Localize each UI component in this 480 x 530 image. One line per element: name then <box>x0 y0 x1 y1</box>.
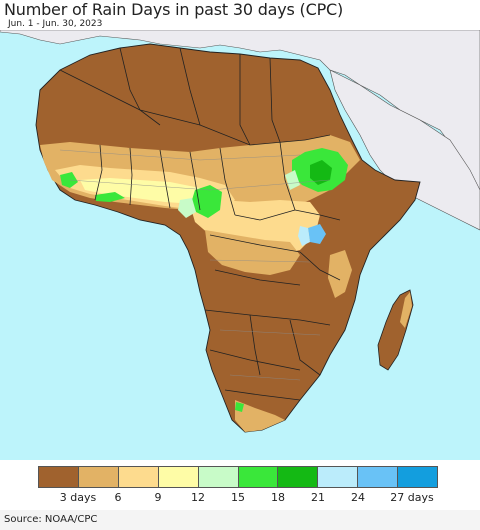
legend-colorbar <box>38 466 438 488</box>
legend-swatch <box>158 467 199 487</box>
legend-swatch <box>398 467 438 487</box>
date-range: Jun. 1 - Jun. 30, 2023 <box>8 19 103 29</box>
europe-mideast-land <box>0 30 480 201</box>
africa-map <box>0 30 480 460</box>
legend-swatch <box>238 467 279 487</box>
legend-tick-label: 3 days <box>59 491 97 504</box>
legend-swatch <box>278 467 319 487</box>
cameroon-light-green <box>178 198 196 218</box>
admin-borders <box>59 149 331 381</box>
west-africa-yellow <box>80 178 215 204</box>
south-africa-cape-green <box>235 402 244 412</box>
cameroon-green <box>192 185 222 218</box>
legend-swatch <box>318 467 359 487</box>
ethiopia-light-green <box>285 170 300 190</box>
legend-tick-label: 21 <box>311 491 325 504</box>
lake-victoria-light <box>298 226 310 246</box>
legend-swatch <box>118 467 159 487</box>
page-title: Number of Rain Days in past 30 days (CPC… <box>4 0 344 19</box>
east-africa-coast <box>328 250 352 298</box>
south-africa-south-coast <box>235 400 285 432</box>
central-africa-brown <box>205 230 300 275</box>
country-borders <box>59 47 341 401</box>
arabian-peninsula <box>329 69 480 231</box>
legend-tick-label: 6 <box>114 491 122 504</box>
footer-bar <box>0 510 480 530</box>
legend-swatch <box>78 467 119 487</box>
legend-tick-label: 12 <box>191 491 205 504</box>
lake-victoria-wet <box>308 224 326 244</box>
madagascar-east-wet <box>400 292 412 328</box>
source-credit: Source: NOAA/CPC <box>4 514 98 525</box>
legend-tick-label: 27 days <box>390 491 434 504</box>
ethiopia-dark-green <box>310 160 332 185</box>
map-area <box>0 30 480 460</box>
legend-swatch <box>358 467 399 487</box>
guinea-coast-green <box>60 172 78 188</box>
legend-swatch <box>39 467 79 487</box>
west-coast-green <box>95 192 125 202</box>
legend-tick-label: 9 <box>154 491 162 504</box>
legend-tick-label: 18 <box>271 491 285 504</box>
legend-tick-label: 15 <box>231 491 245 504</box>
legend-tick-label: 24 <box>351 491 365 504</box>
legend-swatch <box>198 467 239 487</box>
